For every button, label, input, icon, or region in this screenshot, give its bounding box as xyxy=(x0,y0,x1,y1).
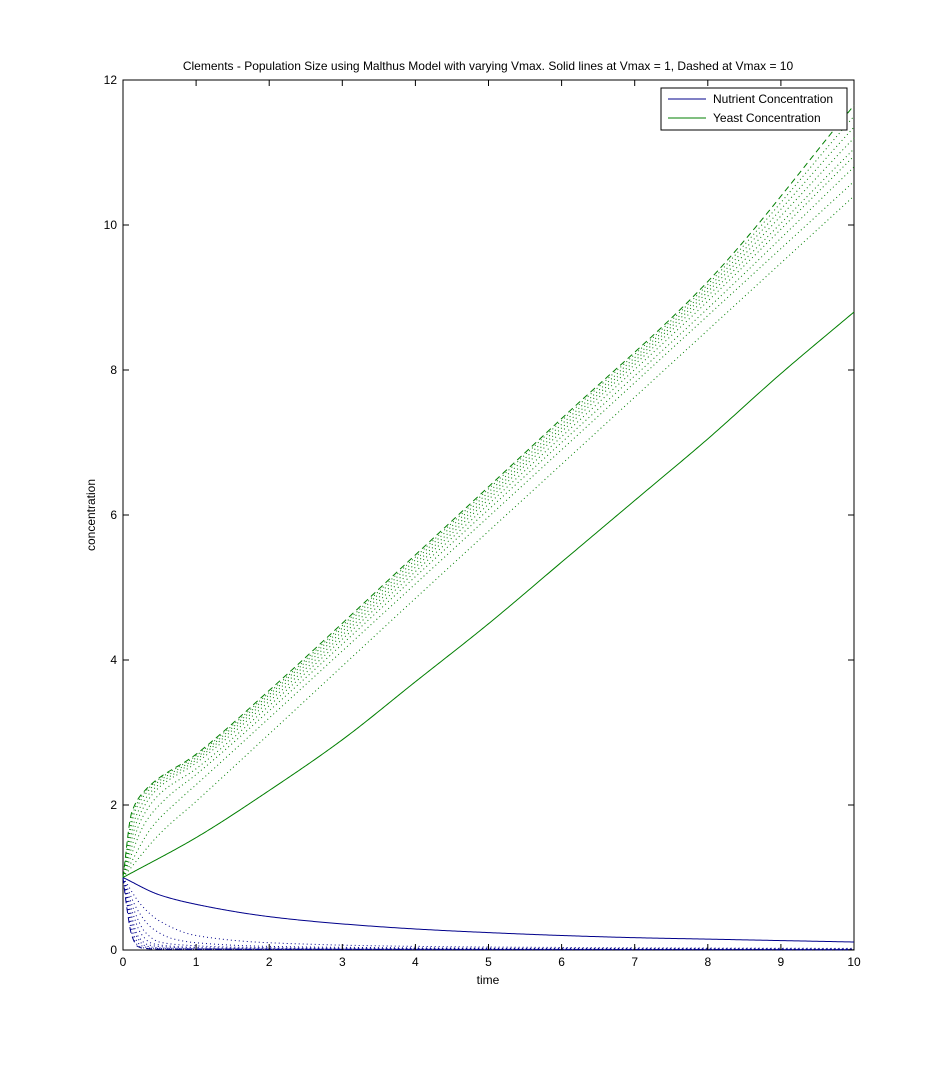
x-tick-label: 1 xyxy=(193,955,200,969)
x-tick-label: 6 xyxy=(558,955,565,969)
yeast-series-vmax-3 xyxy=(122,181,855,878)
nutrient-series-vmax-7 xyxy=(122,877,855,951)
axes-box xyxy=(122,79,855,951)
y-tick-label: 6 xyxy=(110,508,117,522)
legend-label: Yeast Concentration xyxy=(713,111,821,125)
x-tick-label: 7 xyxy=(631,955,638,969)
legend-label: Nutrient Concentration xyxy=(713,92,833,106)
yeast-series-vmax-1 xyxy=(122,311,855,878)
yeast-series-vmax-5 xyxy=(122,155,855,878)
y-tick-label: 0 xyxy=(110,943,117,957)
y-axis-label: concentration xyxy=(84,479,98,551)
x-tick-label: 4 xyxy=(412,955,419,969)
x-tick-label: 0 xyxy=(120,955,127,969)
series-layer xyxy=(122,105,855,951)
y-tick-label: 4 xyxy=(110,653,117,667)
x-tick-label: 5 xyxy=(485,955,492,969)
nutrient-series-vmax-1 xyxy=(122,877,855,943)
legend-entries: Nutrient Concentration Yeast Concentratio… xyxy=(668,92,833,125)
yeast-series-vmax-10 xyxy=(122,105,855,878)
legend-box xyxy=(660,87,848,131)
x-axis-label: time xyxy=(477,973,500,987)
x-tick-label: 8 xyxy=(704,955,711,969)
y-tick-label: 12 xyxy=(104,73,118,87)
x-tick-label: 9 xyxy=(778,955,785,969)
y-tick-label: 10 xyxy=(104,218,118,232)
y-tick-label: 2 xyxy=(110,798,117,812)
chart-title: Clements - Population Size using Malthus… xyxy=(183,59,794,73)
x-tick-label: 3 xyxy=(339,955,346,969)
y-tick-label: 8 xyxy=(110,363,117,377)
nutrient-series-vmax-10 xyxy=(122,877,854,951)
x-tick-label: 2 xyxy=(266,955,273,969)
x-tick-label: 10 xyxy=(847,955,861,969)
yeast-series-vmax-2 xyxy=(122,195,855,878)
plot-area xyxy=(122,79,855,951)
legend: Nutrient Concentration Yeast Concentratio… xyxy=(660,87,848,131)
